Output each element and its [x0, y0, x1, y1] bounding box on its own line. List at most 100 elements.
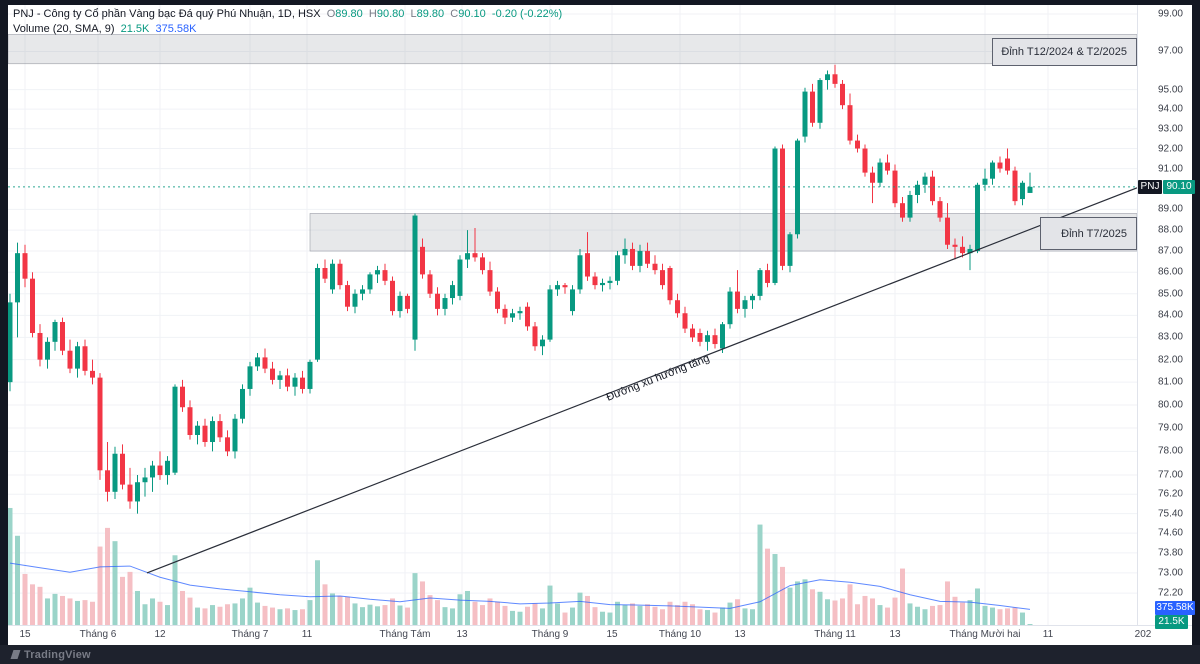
frame-right [1192, 0, 1200, 664]
volume-bar [52, 593, 58, 625]
tradingview-logo[interactable]: TradingView [10, 646, 91, 664]
price-tick-label: 93.00 [1157, 123, 1183, 135]
trendline[interactable] [146, 187, 1137, 574]
time-tick-label: 12 [154, 629, 166, 640]
axis-separator-horizontal [8, 625, 1192, 626]
candle-body [997, 162, 1003, 169]
volume-bar [382, 605, 388, 625]
candle-body [360, 289, 365, 294]
candle-body [795, 140, 800, 235]
time-tick-label: 13 [456, 629, 468, 640]
volume-bar [502, 605, 508, 625]
candle-body [172, 386, 178, 473]
time-tick-label: 11 [1042, 629, 1054, 640]
volume-bar [180, 590, 185, 625]
candle-body [480, 257, 485, 271]
price-axis[interactable]: 99.00 97.00 95.00 94.00 93.00 92.00 91.00 89.00… [1138, 5, 1192, 625]
volume-bar [795, 581, 800, 625]
candle-body [967, 248, 973, 254]
candle-body [757, 270, 763, 296]
candle-body [90, 370, 95, 378]
volume-bar [847, 584, 853, 625]
volume-ma-badge: 375.58K [1155, 601, 1195, 616]
volume-bar [525, 606, 530, 625]
volume-bar [307, 600, 313, 625]
candle-body [397, 295, 403, 312]
candle-body [412, 215, 418, 340]
zone-label-jul2025[interactable]: Đỉnh T7/2025 [1040, 217, 1137, 250]
candle-body [127, 484, 133, 502]
candle-body [150, 465, 155, 478]
candle-body [450, 285, 455, 299]
volume-bar [75, 600, 80, 625]
volume-bar [127, 571, 133, 625]
legend-symbol-row[interactable]: PNJ - Công ty Cổ phần Vàng bạc Đá quý Ph… [13, 7, 562, 22]
candle-body [825, 74, 830, 81]
resistance-zone [8, 34, 1137, 65]
candle-body [1027, 186, 1033, 193]
volume-bar [900, 568, 905, 625]
volume-series [8, 507, 1033, 625]
volume-bar [390, 598, 395, 625]
candle-body [810, 91, 815, 123]
candle-body [195, 425, 200, 435]
volume-bar [630, 603, 635, 625]
candle-body [442, 298, 448, 309]
volume-bar [517, 611, 523, 625]
candle-body [210, 421, 215, 443]
volume-bar [300, 609, 305, 625]
legend[interactable]: PNJ - Công ty Cổ phần Vàng bạc Đá quý Ph… [13, 7, 562, 37]
candle-body [885, 162, 890, 171]
candle-body [8, 302, 13, 383]
zone-label-dec2024-feb2025[interactable]: Đỉnh T12/2024 & T2/2025 [992, 38, 1137, 66]
candle-body [532, 326, 538, 347]
chart-canvas[interactable]: Đường xu hướng tăng [8, 5, 1137, 625]
volume-bar [90, 601, 95, 625]
candle-body [870, 172, 875, 183]
volume-bar [165, 605, 170, 625]
volume-ma-value: 375.58K [155, 23, 197, 35]
price-tick-label: 86.00 [1157, 266, 1183, 278]
candle-body [780, 148, 785, 266]
candle-body [180, 386, 185, 408]
price-tick-label: 75.40 [1157, 508, 1183, 520]
close-label: C [450, 8, 459, 20]
resistance-zone [309, 213, 1137, 252]
volume-bar [562, 612, 568, 625]
candle-body [690, 328, 695, 338]
candle-body [847, 105, 853, 141]
candle-body [615, 255, 620, 281]
volume-bar [45, 598, 50, 625]
candle-body [420, 246, 425, 275]
time-tick-label: Tháng 6 [79, 629, 117, 640]
volume-bar [465, 590, 470, 625]
volume-bar [780, 566, 785, 625]
candle-body [142, 477, 148, 483]
axis-separator-vertical [1137, 5, 1138, 645]
volume-bar [397, 605, 403, 625]
volume-bar [690, 604, 695, 625]
resistance-zones[interactable] [8, 34, 1137, 252]
time-tick-label: 11 [301, 629, 313, 640]
volume-bar [217, 606, 223, 625]
volume-bar [862, 595, 868, 625]
legend-volume-row[interactable]: Volume (20, SMA, 9) 21.5K 375.58K [13, 22, 562, 37]
volume-bar [960, 602, 965, 625]
volume-bar [22, 573, 28, 625]
volume-bar [322, 584, 328, 625]
price-tick-label: 89.00 [1157, 203, 1183, 215]
price-tick-label: 80.00 [1157, 399, 1183, 411]
volume-bar [577, 592, 583, 625]
volume-bar [712, 612, 718, 625]
price-tick-label: 84.00 [1157, 309, 1183, 321]
candle-body [1005, 158, 1010, 171]
candle-body [22, 253, 28, 279]
volume-bar [585, 595, 590, 625]
candle-body [157, 465, 163, 476]
candle-body [697, 332, 703, 342]
time-axis[interactable]: 15 Tháng 6 12 Tháng 7 11 Tháng Tám 13 Tháng 9 15… [8, 626, 1192, 645]
volume-bar [727, 602, 733, 625]
price-tick-label: 79.00 [1157, 422, 1183, 434]
candle-body [607, 280, 613, 283]
candle-body [435, 293, 440, 309]
